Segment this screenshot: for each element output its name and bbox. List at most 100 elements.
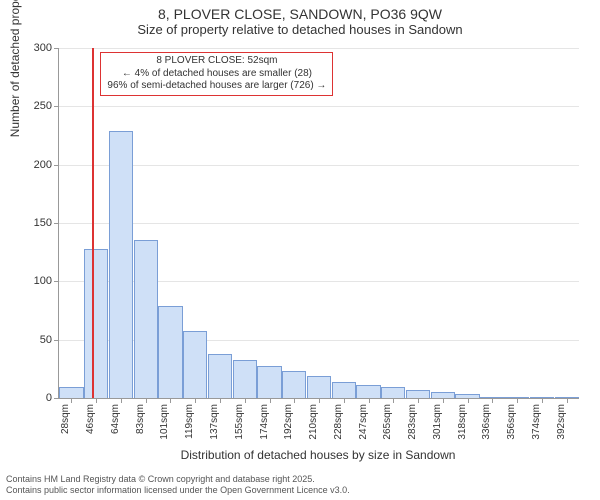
- ytick-mark: [54, 281, 59, 282]
- ytick-label: 50: [12, 334, 52, 346]
- histogram-bar: [183, 331, 207, 399]
- ytick-label: 300: [12, 42, 52, 54]
- histogram-bar: [332, 382, 356, 398]
- xtick-label: 318sqm: [457, 404, 468, 440]
- bar-slot: 247sqm: [356, 48, 381, 398]
- footer-line-2: Contains public sector information licen…: [6, 485, 350, 496]
- histogram-bar: [84, 249, 108, 398]
- xtick-label: 137sqm: [209, 404, 220, 440]
- histogram-bar: [406, 390, 430, 398]
- xtick-mark: [71, 398, 72, 403]
- bar-slot: 174sqm: [257, 48, 282, 398]
- xtick-label: 374sqm: [531, 404, 542, 440]
- histogram-bar: [282, 371, 306, 398]
- histogram-bar: [233, 360, 257, 398]
- chart-footer: Contains HM Land Registry data © Crown c…: [6, 474, 350, 496]
- xtick-label: 301sqm: [432, 404, 443, 440]
- bar-slot: 301sqm: [430, 48, 455, 398]
- bar-slot: 101sqm: [158, 48, 183, 398]
- histogram-bar: [59, 387, 83, 399]
- footer-line-1: Contains HM Land Registry data © Crown c…: [6, 474, 350, 485]
- bar-slot: 318sqm: [455, 48, 480, 398]
- xtick-mark: [542, 398, 543, 403]
- histogram-bar: [158, 306, 182, 398]
- xtick-mark: [443, 398, 444, 403]
- xtick-mark: [492, 398, 493, 403]
- xtick-mark: [517, 398, 518, 403]
- callout-line-2: ← 4% of detached houses are smaller (28): [107, 68, 326, 81]
- xtick-label: 46sqm: [85, 404, 96, 434]
- xtick-label: 336sqm: [481, 404, 492, 440]
- xtick-mark: [344, 398, 345, 403]
- bar-slot: 192sqm: [282, 48, 307, 398]
- xtick-label: 392sqm: [556, 404, 567, 440]
- xtick-mark: [245, 398, 246, 403]
- xtick-label: 155sqm: [234, 404, 245, 440]
- histogram-bar: [109, 131, 133, 398]
- xtick-mark: [319, 398, 320, 403]
- bar-slot: 283sqm: [406, 48, 431, 398]
- ytick-label: 100: [12, 275, 52, 287]
- xtick-mark: [220, 398, 221, 403]
- xtick-mark: [294, 398, 295, 403]
- xtick-label: 283sqm: [407, 404, 418, 440]
- xtick-mark: [567, 398, 568, 403]
- xtick-mark: [170, 398, 171, 403]
- xtick-mark: [270, 398, 271, 403]
- bar-slot: 210sqm: [307, 48, 332, 398]
- ytick-label: 250: [12, 100, 52, 112]
- ytick-mark: [54, 48, 59, 49]
- bar-slot: 265sqm: [381, 48, 406, 398]
- xtick-label: 265sqm: [382, 404, 393, 440]
- histogram-bar: [134, 240, 158, 399]
- histogram-bar: [208, 354, 232, 398]
- callout-box: 8 PLOVER CLOSE: 52sqm ← 4% of detached h…: [100, 52, 333, 96]
- bar-slot: 228sqm: [331, 48, 356, 398]
- xtick-mark: [468, 398, 469, 403]
- ytick-mark: [54, 398, 59, 399]
- histogram-bar: [356, 385, 380, 398]
- chart-title: 8, PLOVER CLOSE, SANDOWN, PO36 9QW: [0, 0, 600, 22]
- xtick-mark: [418, 398, 419, 403]
- xtick-label: 174sqm: [259, 404, 270, 440]
- xtick-label: 101sqm: [159, 404, 170, 440]
- xtick-label: 64sqm: [110, 404, 121, 434]
- bar-slot: 119sqm: [183, 48, 208, 398]
- bar-slot: 83sqm: [133, 48, 158, 398]
- y-axis-label: Number of detached properties: [8, 0, 22, 137]
- bar-slot: 28sqm: [59, 48, 84, 398]
- plot-area: 28sqm46sqm64sqm83sqm101sqm119sqm137sqm15…: [58, 48, 579, 399]
- xtick-mark: [393, 398, 394, 403]
- bar-slot: 356sqm: [505, 48, 530, 398]
- ytick-mark: [54, 223, 59, 224]
- xtick-mark: [121, 398, 122, 403]
- xtick-label: 356sqm: [506, 404, 517, 440]
- bar-slot: 155sqm: [232, 48, 257, 398]
- bar-slot: 64sqm: [109, 48, 134, 398]
- histogram-bar: [307, 376, 331, 398]
- ytick-label: 150: [12, 217, 52, 229]
- chart-subtitle: Size of property relative to detached ho…: [0, 22, 600, 41]
- callout-line-3: 96% of semi-detached houses are larger (…: [107, 80, 326, 93]
- xtick-label: 210sqm: [308, 404, 319, 440]
- histogram-bar: [257, 366, 281, 399]
- xtick-label: 119sqm: [184, 404, 195, 439]
- ytick-label: 200: [12, 159, 52, 171]
- xtick-label: 192sqm: [283, 404, 294, 440]
- ytick-mark: [54, 106, 59, 107]
- xtick-label: 83sqm: [135, 404, 146, 434]
- xtick-mark: [369, 398, 370, 403]
- bar-slot: 137sqm: [208, 48, 233, 398]
- bar-slot: 392sqm: [554, 48, 579, 398]
- xtick-label: 247sqm: [358, 404, 369, 440]
- marker-line: [92, 48, 94, 398]
- bars-layer: 28sqm46sqm64sqm83sqm101sqm119sqm137sqm15…: [59, 48, 579, 398]
- bar-slot: 336sqm: [480, 48, 505, 398]
- xtick-mark: [195, 398, 196, 403]
- bar-slot: 374sqm: [530, 48, 555, 398]
- callout-line-1: 8 PLOVER CLOSE: 52sqm: [107, 55, 326, 68]
- xtick-mark: [96, 398, 97, 403]
- xtick-mark: [146, 398, 147, 403]
- x-axis-label: Distribution of detached houses by size …: [58, 448, 578, 462]
- histogram-bar: [381, 387, 405, 399]
